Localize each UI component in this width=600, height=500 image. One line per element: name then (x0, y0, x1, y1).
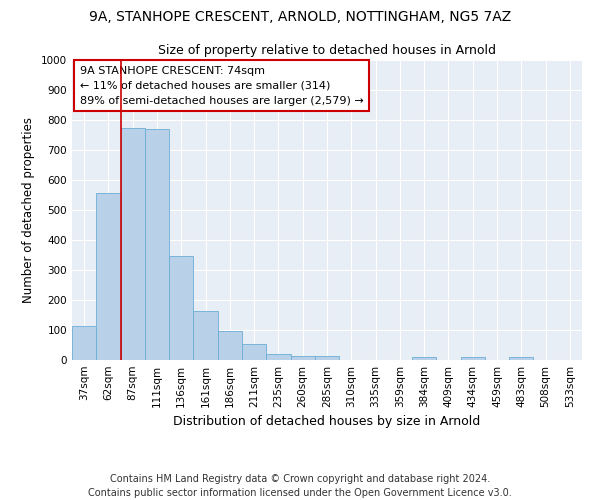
Bar (266, 354, 290, 360)
Bar (290, 356, 315, 360)
Bar (169, 256, 193, 360)
Bar (242, 344, 266, 360)
Y-axis label: Number of detached properties: Number of detached properties (22, 117, 35, 303)
Text: 9A STANHOPE CRESCENT: 74sqm
← 11% of detached houses are smaller (314)
89% of se: 9A STANHOPE CRESCENT: 74sqm ← 11% of det… (80, 66, 364, 106)
Title: Size of property relative to detached houses in Arnold: Size of property relative to detached ho… (158, 44, 496, 58)
X-axis label: Distribution of detached houses by size in Arnold: Distribution of detached houses by size … (173, 416, 481, 428)
Bar (412, 357, 436, 360)
Bar (72, 326, 96, 360)
Bar (509, 357, 533, 360)
Bar (145, 129, 169, 360)
Text: 9A, STANHOPE CRESCENT, ARNOLD, NOTTINGHAM, NG5 7AZ: 9A, STANHOPE CRESCENT, ARNOLD, NOTTINGHA… (89, 10, 511, 24)
Text: Contains HM Land Registry data © Crown copyright and database right 2024.
Contai: Contains HM Land Registry data © Crown c… (88, 474, 512, 498)
Bar (218, 330, 242, 360)
Bar (96, 193, 121, 360)
Bar (315, 356, 339, 360)
Bar (461, 357, 485, 360)
Bar (121, 128, 145, 360)
Bar (193, 310, 218, 360)
